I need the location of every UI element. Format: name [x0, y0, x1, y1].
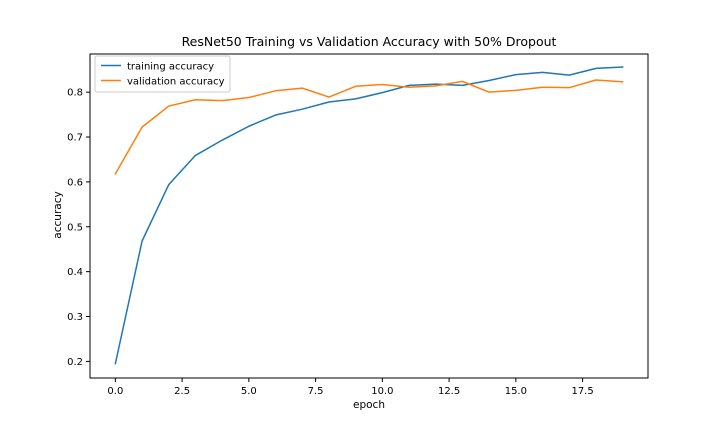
legend: training accuracy validation accuracy	[94, 55, 231, 93]
validation-accuracy-line	[114, 79, 624, 175]
y-tick-label: 0.2	[67, 357, 83, 368]
plot-area	[89, 53, 649, 379]
training-accuracy-line	[114, 66, 624, 365]
y-tick-label: 0.3	[67, 312, 83, 323]
legend-label-validation: validation accuracy	[127, 77, 225, 88]
x-tick-label: 5.0	[241, 386, 257, 397]
y-tick-label: 0.8	[67, 88, 83, 99]
x-axis-label: epoch	[353, 399, 385, 411]
x-tick-label: 0.0	[107, 386, 123, 397]
x-tick-label: 15.0	[505, 386, 527, 397]
x-tick-label: 12.5	[438, 386, 460, 397]
plot-frame	[89, 53, 649, 379]
x-tick-label: 10.0	[371, 386, 393, 397]
chart-title: ResNet50 Training vs Validation Accuracy…	[182, 34, 557, 49]
y-axis: 0.2 0.3 0.4 0.5 0.6 0.7 0.8	[67, 88, 90, 368]
y-tick-label: 0.4	[67, 267, 83, 278]
legend-box	[94, 55, 231, 93]
legend-label-training: training accuracy	[127, 62, 214, 73]
x-tick-label: 17.5	[571, 386, 593, 397]
x-tick-label: 7.5	[308, 386, 324, 397]
series-layer	[114, 66, 624, 365]
y-tick-label: 0.5	[67, 222, 83, 233]
y-axis-label: accuracy	[52, 191, 64, 238]
x-tick-label: 2.5	[174, 386, 190, 397]
y-tick-label: 0.6	[67, 177, 83, 188]
y-tick-label: 0.7	[67, 133, 83, 144]
x-axis: 0.0 2.5 5.0 7.5 10.0 12.5 15.0 17.5	[107, 378, 594, 397]
